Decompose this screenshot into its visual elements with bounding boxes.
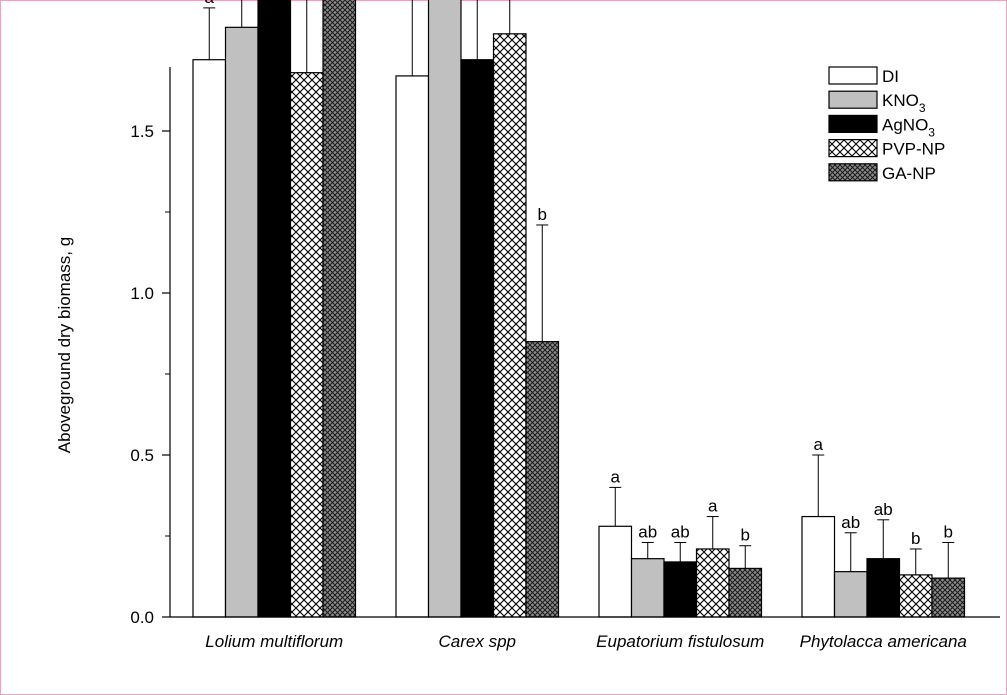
legend-swatch — [828, 139, 878, 158]
legend-entry-name: PVP-NP — [882, 140, 945, 159]
legend-entry-subscript: 3 — [928, 125, 935, 139]
significance-label: ab — [841, 513, 860, 532]
y-tick-label: 0.5 — [130, 446, 154, 465]
bar — [322, 0, 357, 618]
legend-swatch — [828, 90, 878, 109]
legend-swatch — [828, 114, 878, 134]
legend-entry: PVP-NP — [882, 140, 945, 159]
bar — [427, 0, 462, 618]
legend-entry-name: DI — [882, 67, 899, 86]
bar — [192, 59, 227, 618]
bar — [630, 558, 665, 618]
significance-label: b — [741, 526, 750, 545]
bar — [598, 525, 633, 618]
legend-entry-name: AgNO — [882, 115, 928, 134]
significance-label: ab — [874, 500, 893, 519]
bar — [833, 571, 868, 618]
bar — [898, 574, 933, 618]
legend-entry-name: KNO — [882, 91, 919, 110]
significance-label: b — [944, 522, 953, 541]
bar — [866, 558, 901, 618]
bar — [395, 75, 430, 618]
significance-label: ab — [671, 522, 690, 541]
bar — [931, 577, 966, 618]
bar — [224, 26, 259, 618]
significance-label: a — [814, 435, 824, 454]
bar — [728, 567, 763, 618]
legend-entry: GA-NP — [882, 164, 936, 183]
legend-entry: DI — [882, 67, 899, 86]
legend-entry: KNO3 — [882, 91, 926, 115]
legend-swatch — [828, 66, 878, 85]
x-tick-label: Phytolacca americana — [800, 632, 967, 651]
bar — [492, 33, 527, 618]
bar — [695, 548, 730, 618]
bar — [460, 59, 495, 618]
bar — [801, 515, 836, 618]
x-tick-label: Carex spp — [439, 632, 516, 651]
significance-label: a — [205, 0, 215, 7]
y-tick-label: 1.0 — [130, 284, 154, 303]
bar — [663, 561, 698, 618]
legend-entry-subscript: 3 — [919, 101, 926, 115]
significance-label: b — [911, 529, 920, 548]
y-tick-label: 0.0 — [130, 608, 154, 627]
y-tick-label: 1.5 — [130, 122, 154, 141]
significance-label: a — [611, 467, 621, 486]
significance-label: a — [708, 497, 718, 516]
x-tick-label: Lolium multiflorum — [205, 632, 343, 651]
legend-entry: AgNO3 — [882, 115, 935, 139]
legend-swatch — [828, 163, 878, 182]
x-tick-label: Eupatorium fistulosum — [596, 632, 764, 651]
legend-entry-name: GA-NP — [882, 164, 936, 183]
y-axis-label: Aboveground dry biomass, g — [55, 237, 74, 453]
significance-label: b — [538, 205, 547, 224]
significance-label: ab — [638, 522, 657, 541]
bar — [289, 72, 324, 618]
bar — [257, 0, 292, 618]
bar — [525, 341, 560, 618]
